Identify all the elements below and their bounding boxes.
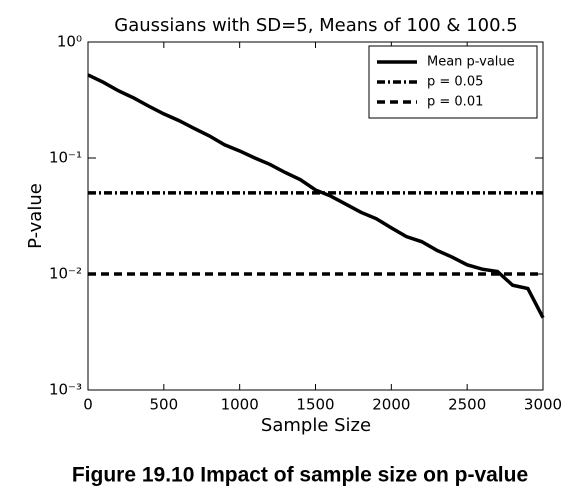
x-tick-label: 2000 bbox=[372, 396, 410, 414]
chart-title: Gaussians with SD=5, Means of 100 & 100.… bbox=[114, 15, 517, 36]
x-tick-label: 1500 bbox=[296, 396, 334, 414]
data-line bbox=[87, 73, 545, 319]
legend-label: Mean p-value bbox=[427, 55, 515, 70]
y-tick-label: 10⁰ bbox=[57, 33, 82, 51]
x-tick-label: 0 bbox=[83, 396, 93, 414]
y-tick-label: 10⁻² bbox=[49, 265, 82, 283]
legend-label: p = 0.01 bbox=[427, 95, 483, 110]
x-tick-label: 1000 bbox=[221, 396, 259, 414]
y-axis-label: P-value bbox=[25, 183, 46, 249]
x-tick-label: 500 bbox=[150, 396, 179, 414]
x-axis-label: Sample Size bbox=[261, 415, 371, 436]
legend-label: p = 0.05 bbox=[427, 75, 483, 90]
y-tick-label: 10⁻³ bbox=[49, 381, 82, 399]
x-tick-label: 3000 bbox=[524, 396, 562, 414]
y-tick-label: 10⁻¹ bbox=[49, 149, 82, 167]
figure-caption: Figure 19.10 Impact of sample size on p-… bbox=[72, 464, 528, 487]
x-tick-label: 2500 bbox=[448, 396, 486, 414]
